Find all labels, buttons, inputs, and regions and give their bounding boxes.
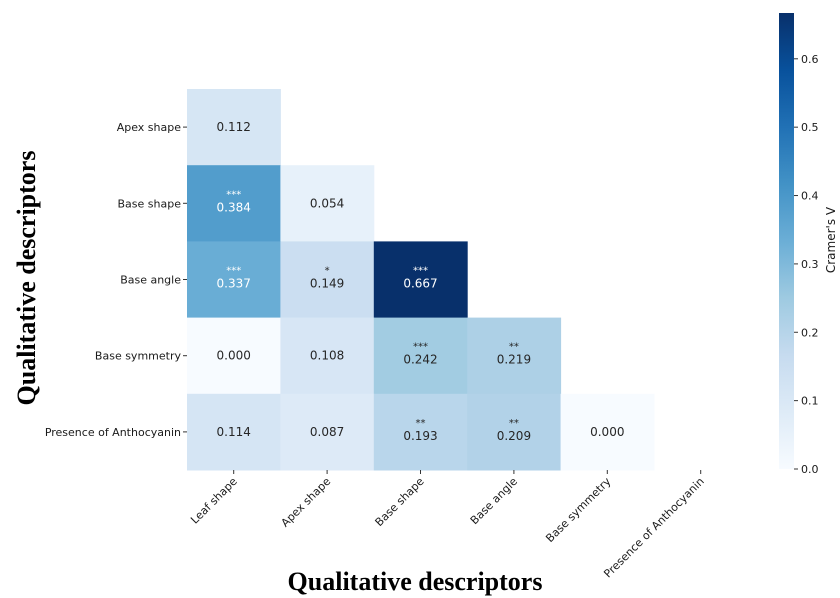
heatmap-cell <box>187 89 281 166</box>
x-tick-labels: Leaf shape Apex shape Base shape Base angle… <box>188 470 707 580</box>
significance-label: *** <box>226 189 241 200</box>
cell-value-label: 0.193 <box>403 429 437 443</box>
y-tick-label: Presence of Anthocyanin <box>45 426 181 439</box>
cell-value-label: 0.114 <box>217 425 251 439</box>
colorbar <box>779 13 794 469</box>
significance-label: *** <box>413 342 428 353</box>
colorbar-tick-label: 0.1 <box>801 395 819 408</box>
significance-label: ** <box>509 418 519 429</box>
significance-label: ** <box>416 418 426 429</box>
significance-label: ** <box>509 342 519 353</box>
significance-label: * <box>325 266 330 277</box>
heatmap-cell <box>280 317 375 395</box>
x-tick-label: Base angle <box>468 475 520 527</box>
x-tick-label: Leaf shape <box>188 475 240 527</box>
cell-value-label: 0.149 <box>310 277 344 291</box>
colorbar-label: Cramer's V <box>824 206 838 273</box>
colorbar-ticks: 0.0 0.1 0.2 0.3 0.4 0.5 0.6 <box>794 53 819 476</box>
heatmap-cells: 0.112***0.384 0.054***0.337*0.149***0.667… <box>187 89 655 471</box>
colorbar-tick-label: 0.4 <box>801 190 819 203</box>
y-axis-title: Qualitative descriptors <box>12 151 41 406</box>
heatmap-cell <box>187 165 281 242</box>
heatmap-cell <box>373 241 468 319</box>
cell-value-label: 0.054 <box>310 196 344 210</box>
cell-value-label: 0.219 <box>497 353 531 367</box>
significance-label: *** <box>413 266 428 277</box>
heatmap-cell <box>280 393 375 471</box>
x-tick-label: Presence of Anthocyanin <box>601 475 707 581</box>
cell-value-label: 0.000 <box>590 425 624 439</box>
heatmap-cell <box>373 317 468 395</box>
heatmap-cell <box>560 393 655 471</box>
y-tick-label: Base angle <box>120 274 181 287</box>
y-tick-labels: Apex shape Base shape Base angle Base symme… <box>45 121 187 439</box>
heatmap-cell <box>187 393 281 471</box>
colorbar-tick-label: 0.5 <box>801 121 819 134</box>
cell-value-label: 0.209 <box>497 429 531 443</box>
heatmap-cell <box>467 317 562 395</box>
heatmap-cell <box>187 317 281 395</box>
cell-value-label: 0.337 <box>217 277 251 291</box>
x-tick-label: Base symmetry <box>543 475 613 545</box>
cell-value-label: 0.108 <box>310 349 344 363</box>
colorbar-tick-label: 0.3 <box>801 258 819 271</box>
cell-value-label: 0.087 <box>310 425 344 439</box>
cell-value-label: 0.242 <box>403 353 437 367</box>
colorbar-tick-label: 0.2 <box>801 326 819 339</box>
x-axis-title: Qualitative descriptors <box>288 567 543 596</box>
y-tick-label: Base symmetry <box>95 350 182 363</box>
heatmap-cell <box>280 241 375 319</box>
cell-value-label: 0.000 <box>217 349 251 363</box>
x-tick-label: Base shape <box>373 475 427 529</box>
heatmap-cell <box>467 393 562 471</box>
colorbar-tick-label: 0.0 <box>801 463 819 476</box>
cell-value-label: 0.667 <box>403 277 437 291</box>
y-tick-label: Base shape <box>118 197 182 210</box>
heatmap-cell <box>373 393 468 471</box>
colorbar-tick-label: 0.6 <box>801 53 819 66</box>
heatmap-cell <box>280 165 375 242</box>
significance-label: *** <box>226 266 241 277</box>
cell-value-label: 0.384 <box>217 200 251 214</box>
heatmap-cell <box>187 241 281 319</box>
x-tick-label: Apex shape <box>279 475 334 530</box>
cell-value-label: 0.112 <box>217 120 251 134</box>
y-tick-label: Apex shape <box>117 121 182 134</box>
